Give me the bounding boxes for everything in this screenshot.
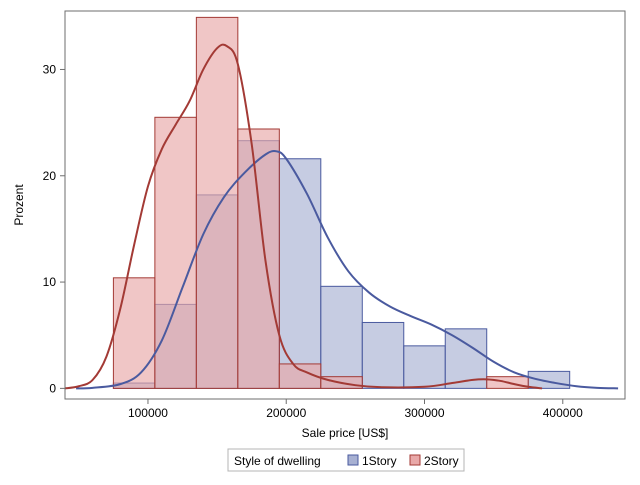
bar-1story-6 — [361, 321, 405, 389]
bar-1story-4 — [278, 158, 322, 389]
x-tick-label-2: 300000 — [404, 406, 444, 420]
legend: Style of dwelling 1Story 2Story — [227, 448, 465, 472]
y-tick-label-2: 20 — [43, 169, 57, 183]
legend-swatch-1story — [347, 454, 359, 466]
y-axis-label: Prozent — [12, 184, 26, 226]
bar-2story-1 — [154, 116, 197, 389]
x-tick-label-1: 200000 — [266, 406, 306, 420]
y-axis: 0 10 20 30 — [43, 62, 65, 395]
bar-2story-0 — [112, 277, 156, 389]
y-tick-label-1: 10 — [43, 275, 57, 289]
density-curves-layer — [64, 43, 619, 390]
y-tick-label-0: 0 — [49, 381, 56, 395]
density-curve-2story — [64, 43, 543, 390]
x-axis: 100000 200000 300000 400000 — [128, 399, 583, 420]
bar-1story-10 — [527, 370, 571, 389]
plot-frame — [64, 10, 626, 400]
density-curve-1story — [76, 150, 619, 390]
bar-2story-2 — [195, 16, 239, 389]
bar-2story-3 — [237, 128, 280, 389]
x-tick-label-0: 100000 — [128, 406, 168, 420]
legend-label-2story: 2Story — [424, 454, 459, 468]
bar-1story-7 — [403, 345, 446, 389]
x-axis-label: Sale price [US$] — [302, 426, 389, 440]
x-tick-label-3: 400000 — [543, 406, 583, 420]
y-tick-label-3: 30 — [43, 62, 57, 76]
legend-label-1story: 1Story — [362, 454, 397, 468]
legend-frame — [227, 448, 465, 472]
bar-1story-5 — [320, 285, 363, 389]
legend-swatch-2story — [409, 454, 421, 466]
bars-layer — [112, 16, 571, 389]
legend-title: Style of dwelling — [234, 454, 321, 468]
